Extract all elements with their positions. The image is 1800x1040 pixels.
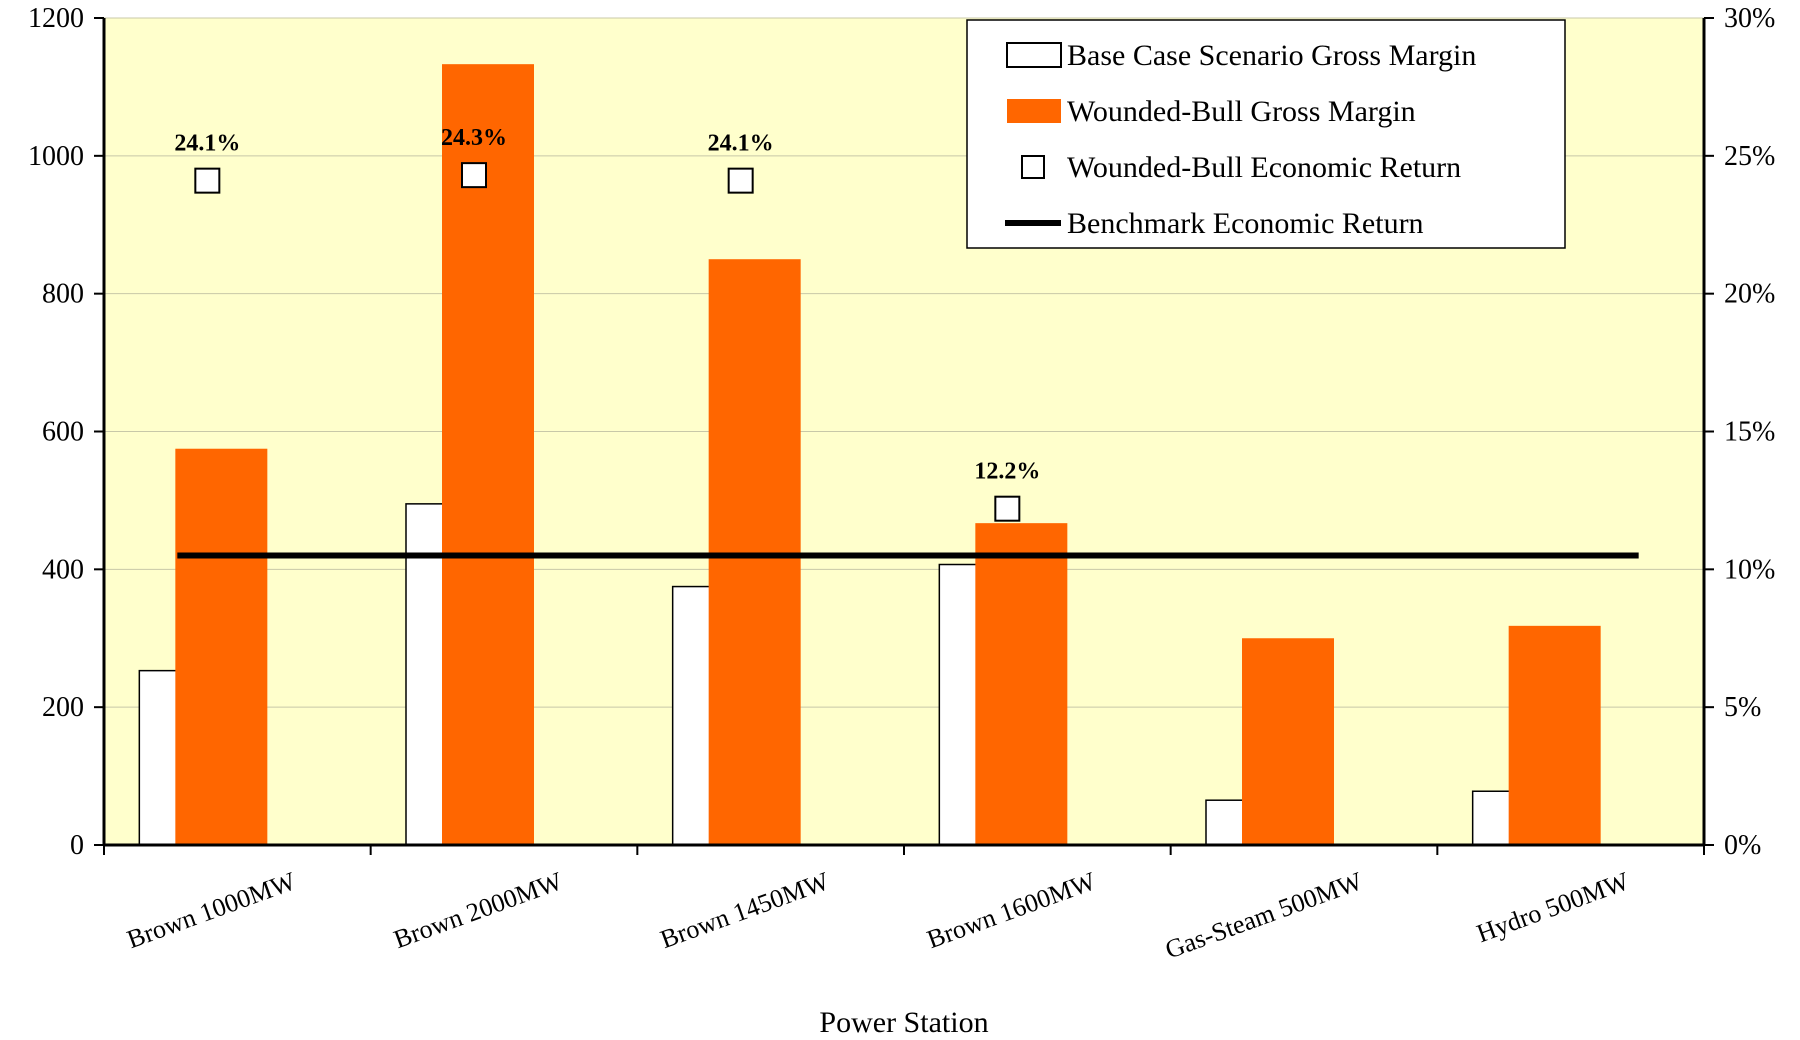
category-label: Gas-Steam 500MW xyxy=(1161,866,1366,964)
legend: Base Case Scenario Gross Margin Wounded-B… xyxy=(966,19,1566,249)
wounded-bull-bar xyxy=(1242,638,1334,845)
economic-return-marker xyxy=(994,495,1021,522)
economic-return-marker xyxy=(194,167,221,194)
right-tick-label: 0% xyxy=(1724,830,1761,861)
economic-return-marker xyxy=(461,162,487,189)
legend-swatch-wounded-bull xyxy=(1007,99,1061,123)
base-case-bar xyxy=(405,503,445,846)
legend-swatch-economic-return xyxy=(1021,155,1045,179)
base-case-bar xyxy=(1205,799,1245,846)
category-label: Brown 1450MW xyxy=(657,866,834,954)
category-label: Brown 1600MW xyxy=(923,866,1100,954)
left-tick-label: 0 xyxy=(70,830,84,861)
wounded-bull-bar xyxy=(175,448,268,845)
base-case-bar xyxy=(1471,790,1512,846)
economic-return-label: 24.1% xyxy=(708,131,774,157)
left-tick-label: 600 xyxy=(42,417,84,448)
left-tick-label: 400 xyxy=(42,554,84,585)
right-tick-label: 25% xyxy=(1724,141,1775,172)
economic-return-marker xyxy=(727,167,754,194)
legend-label: Benchmark Economic Return xyxy=(1067,207,1424,240)
base-case-bar xyxy=(671,585,712,846)
base-case-bar xyxy=(938,563,979,846)
right-tick-label: 10% xyxy=(1724,554,1775,585)
category-label: Brown 2000MW xyxy=(390,866,567,954)
base-case-bar xyxy=(138,669,179,846)
x-axis-title: Power Station xyxy=(819,1006,988,1039)
left-tick-label: 1000 xyxy=(28,141,84,172)
gridlines xyxy=(104,17,1704,708)
category-label: Hydro 500MW xyxy=(1473,866,1633,948)
legend-swatch-base-case xyxy=(1006,42,1062,68)
markers: 24.1% 24.3% 24.1% 12.2% xyxy=(174,125,1040,522)
wounded-bull-bar xyxy=(975,523,1068,845)
left-tick-label: 200 xyxy=(42,692,84,723)
economic-return-label: 12.2% xyxy=(974,459,1040,485)
legend-label: Base Case Scenario Gross Margin xyxy=(1067,39,1476,72)
wounded-bull-bar xyxy=(442,64,534,845)
wounded-bull-bar xyxy=(708,259,801,845)
left-tick-label: 800 xyxy=(42,279,84,310)
right-tick-label: 30% xyxy=(1724,3,1775,34)
legend-label: Wounded-Bull Gross Margin xyxy=(1067,95,1416,128)
economic-return-label: 24.3% xyxy=(441,125,507,151)
economic-return-label: 24.1% xyxy=(174,131,240,157)
right-tick-label: 20% xyxy=(1724,279,1775,310)
category-label: Brown 1000MW xyxy=(123,866,300,954)
wounded-bull-bar xyxy=(1508,625,1601,845)
legend-label: Wounded-Bull Economic Return xyxy=(1067,151,1461,184)
left-tick-label: 1200 xyxy=(28,3,84,34)
bars xyxy=(138,64,1601,846)
right-tick-label: 15% xyxy=(1724,417,1775,448)
legend-box xyxy=(966,19,1566,249)
right-tick-label: 5% xyxy=(1724,692,1761,723)
